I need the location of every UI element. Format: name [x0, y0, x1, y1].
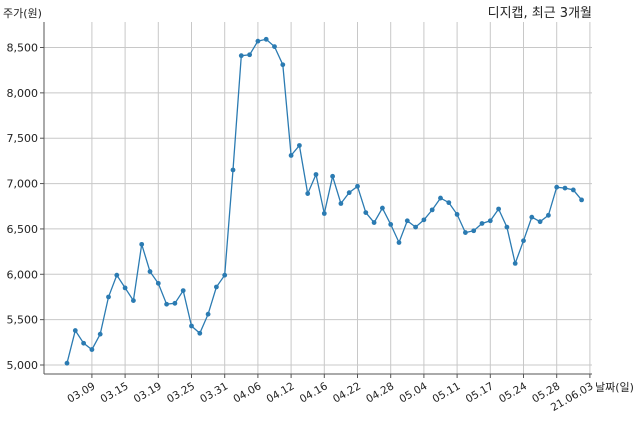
- data-point: [106, 294, 111, 300]
- data-point: [72, 328, 78, 333]
- data-point: [164, 301, 170, 307]
- data-point: [321, 211, 327, 216]
- data-point: [81, 340, 86, 346]
- data-point: [380, 205, 385, 211]
- y-tick-label: 8,000: [7, 87, 39, 100]
- data-point: [388, 221, 394, 227]
- data-point: [446, 200, 452, 206]
- data-point: [438, 195, 443, 201]
- data-point: [230, 167, 236, 173]
- price-series: [64, 36, 584, 366]
- data-point: [579, 197, 584, 203]
- data-point: [197, 330, 203, 336]
- y-tick-label: 5,000: [7, 359, 39, 372]
- data-point: [180, 288, 186, 294]
- grid-lines: [44, 22, 592, 374]
- x-tick-label: 03.09: [65, 380, 97, 405]
- x-tick-label: 04.12: [265, 380, 297, 405]
- x-tick-label: 04.16: [298, 380, 330, 406]
- x-tick-label: 03.19: [132, 380, 164, 405]
- data-point: [172, 300, 178, 306]
- data-point: [570, 187, 576, 193]
- data-point: [64, 360, 70, 366]
- data-point: [263, 36, 269, 42]
- data-point: [288, 153, 294, 158]
- data-point: [280, 62, 286, 68]
- x-tick-label: 04.06: [231, 380, 263, 406]
- data-point: [305, 191, 311, 196]
- data-point: [205, 311, 211, 317]
- x-tick-label: 03.25: [165, 380, 197, 405]
- data-point: [131, 298, 136, 303]
- data-point: [355, 183, 360, 189]
- x-tick-label: 03.15: [99, 380, 131, 405]
- data-point: [155, 280, 161, 286]
- y-tick-label: 6,000: [7, 268, 39, 281]
- y-axis-title: 주가(원): [3, 7, 42, 20]
- data-point: [521, 238, 526, 244]
- data-point: [313, 172, 319, 177]
- data-point: [504, 224, 510, 230]
- data-point: [421, 217, 427, 223]
- x-tick-label: 04.28: [364, 380, 396, 405]
- y-tick-label: 7,000: [7, 178, 39, 191]
- x-tick-label: 04.22: [331, 380, 363, 405]
- data-point: [97, 331, 103, 337]
- data-point: [546, 212, 551, 218]
- data-point: [247, 52, 253, 58]
- y-tick-label: 5,500: [7, 314, 39, 327]
- data-point: [363, 210, 369, 216]
- x-tick-label: 05.04: [397, 380, 429, 406]
- data-point: [529, 214, 535, 220]
- data-point: [429, 207, 435, 213]
- data-point: [272, 44, 277, 49]
- data-point: [189, 323, 194, 329]
- data-point: [396, 240, 402, 245]
- x-axis-title: 날짜(일): [595, 380, 634, 394]
- data-point: [338, 201, 344, 206]
- data-point: [238, 53, 244, 59]
- axes: [40, 22, 592, 378]
- data-point: [122, 285, 128, 291]
- y-tick-label: 6,500: [7, 223, 39, 236]
- x-tick-labels: 03.09 03.15 03.19 03.25 03.31 04.06 04.12 04.16…: [65, 380, 595, 414]
- data-point: [222, 272, 228, 278]
- y-tick-labels: 5,000 5,500 6,000 6,500 7,000 7,500 8,000 8,500: [7, 42, 39, 373]
- x-tick-label: 05.11: [431, 380, 463, 405]
- y-tick-label: 7,500: [7, 132, 39, 145]
- data-point: [479, 221, 485, 226]
- data-point: [404, 218, 410, 224]
- x-tick-label: 03.31: [198, 380, 230, 405]
- data-point: [487, 218, 493, 224]
- data-point: [89, 347, 95, 352]
- data-point: [346, 190, 352, 196]
- data-point: [554, 184, 560, 190]
- data-point: [537, 219, 543, 225]
- data-point: [214, 284, 219, 290]
- data-point: [330, 173, 335, 179]
- data-point: [512, 261, 518, 266]
- data-point: [471, 228, 477, 234]
- data-point: [114, 272, 120, 278]
- data-point: [371, 220, 377, 225]
- data-point: [297, 143, 302, 148]
- data-point: [255, 38, 261, 44]
- data-point: [463, 230, 468, 235]
- chart-title: 디지캡, 최근 3개월: [488, 6, 592, 21]
- data-point: [413, 224, 418, 230]
- data-point: [496, 206, 501, 212]
- x-tick-label: 05.24: [497, 380, 529, 406]
- data-point: [454, 212, 460, 217]
- data-point: [139, 241, 145, 247]
- data-point: [147, 269, 153, 274]
- y-tick-label: 8,500: [7, 42, 39, 55]
- x-tick-label: 05.17: [464, 380, 496, 405]
- data-point: [562, 185, 568, 191]
